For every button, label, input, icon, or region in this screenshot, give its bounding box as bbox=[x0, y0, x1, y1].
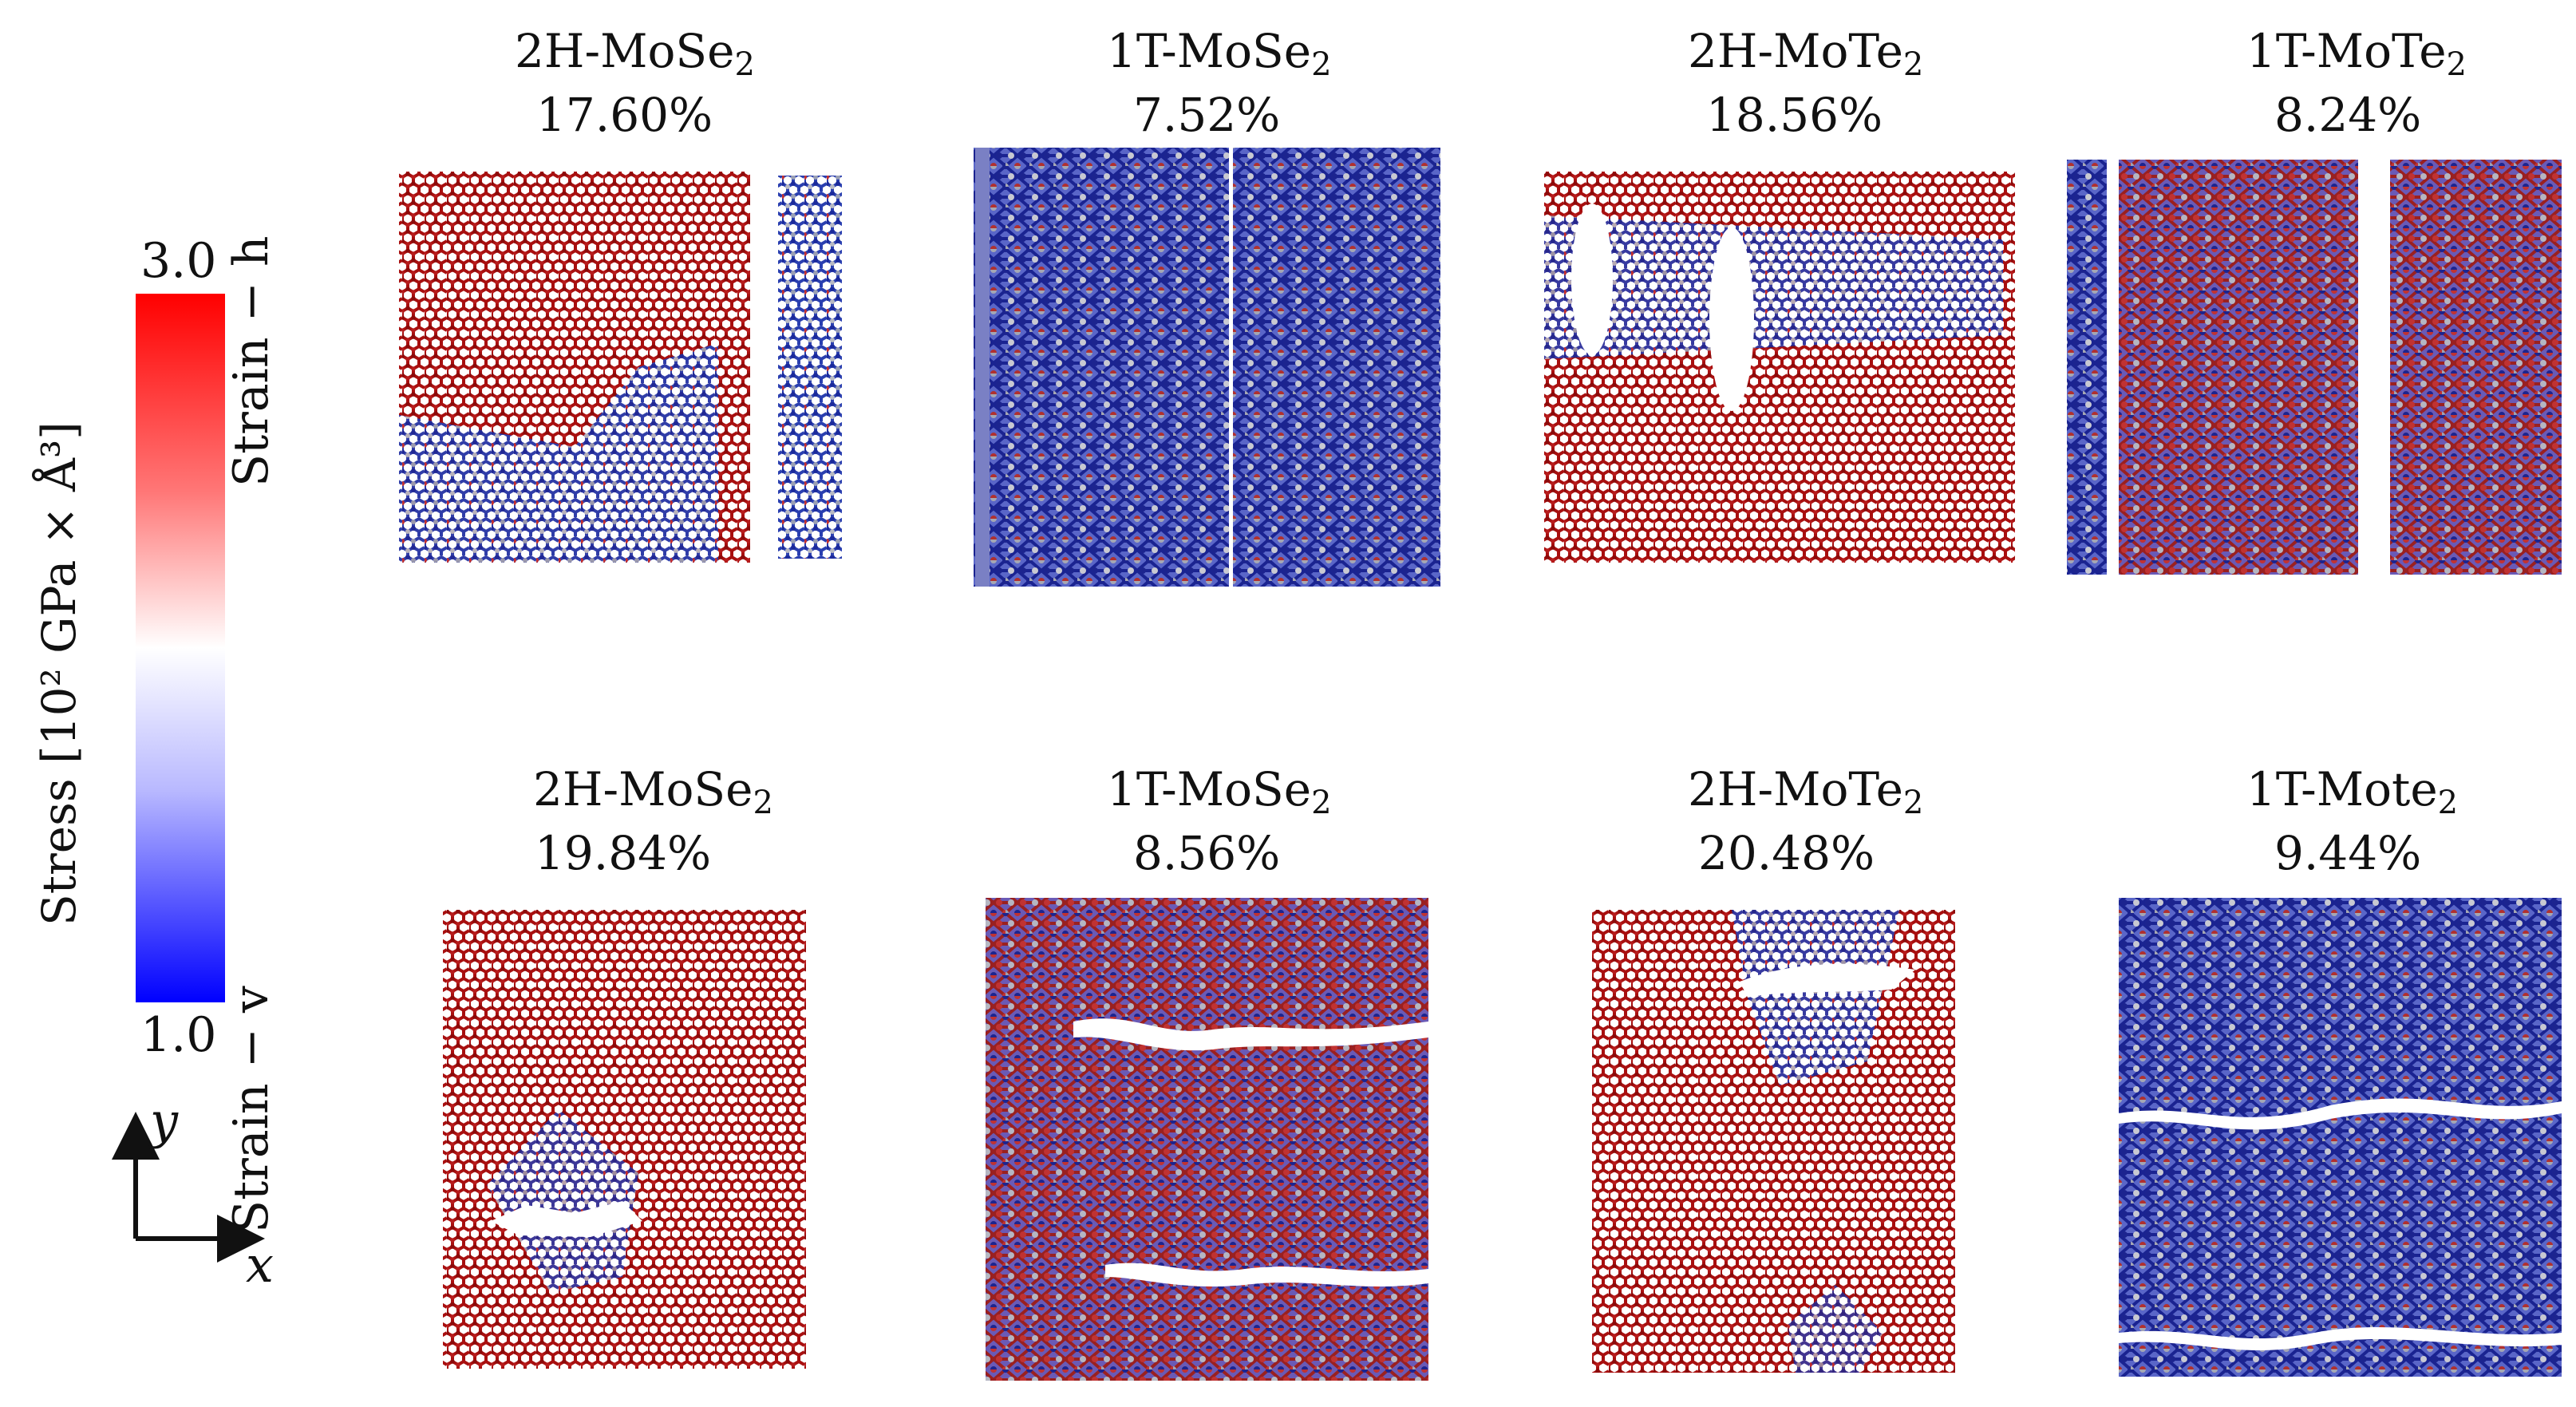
panel-title-r1c3: 2H-MoTe2 bbox=[1688, 24, 1924, 83]
lattice-2h-mote2-v-blue-bottom bbox=[1788, 1285, 1883, 1373]
panel-title-r1c2: 1T-MoSe2 bbox=[1107, 24, 1332, 83]
colorbar-min-label: 1.0 bbox=[140, 1007, 217, 1063]
panel-strain-r2c2: 8.56% bbox=[1133, 826, 1281, 880]
lattice-1t-mote2-h-left-strip bbox=[2067, 160, 2107, 575]
void-2h-mote2-h-1 bbox=[1571, 204, 1613, 355]
crack-1t-mose2-v-2 bbox=[1105, 1263, 1428, 1287]
crack-1t-mote2-v-1 bbox=[2119, 1098, 2562, 1130]
crack-2h-mose2-h bbox=[750, 172, 778, 351]
panel-strain-r1c4: 8.24% bbox=[2274, 88, 2422, 142]
panel-title-r2c3: 2H-MoTe2 bbox=[1688, 762, 1924, 821]
lattice-2h-mote2-h-blue-band bbox=[1544, 215, 2003, 359]
stress-colorbar bbox=[136, 294, 225, 1002]
panel-title-r2c2: 1T-MoSe2 bbox=[1107, 762, 1332, 821]
crack-2h-mote2-v bbox=[1740, 963, 1915, 998]
panel-strain-r1c3: 18.56% bbox=[1706, 88, 1883, 142]
void-2h-mote2-h-2 bbox=[1709, 227, 1754, 411]
lattice-2h-mose2-h-blue-region bbox=[399, 343, 718, 563]
x-axis-label: x bbox=[246, 1235, 274, 1294]
lattice-2h-mote2-v-blue-top bbox=[1732, 910, 1899, 1085]
lattice-1t-mose2-h-edge bbox=[975, 148, 990, 587]
panel-strain-r1c1: 17.60% bbox=[536, 88, 713, 142]
lattice-1t-mote2-h-right bbox=[2390, 160, 2562, 575]
y-axis-label: y bbox=[150, 1092, 179, 1150]
lattice-1t-mose2-h-left bbox=[974, 148, 1229, 587]
lattice-1t-mose2-v bbox=[986, 898, 1428, 1381]
panel-title-r1c1: 2H-MoSe2 bbox=[515, 24, 755, 83]
crack-1t-mote2-v-2 bbox=[2119, 1326, 2562, 1351]
lattice-2h-mose2-v-blue-region bbox=[487, 1109, 638, 1293]
crack-2h-mose2-v bbox=[491, 1201, 642, 1237]
lattice-1t-mote2-v bbox=[2119, 898, 2562, 1377]
crack-1t-mose2-v-1 bbox=[1073, 1018, 1428, 1051]
panel-title-r2c4: 1T-Mote2 bbox=[2246, 762, 2459, 821]
lattice-2h-mose2-v bbox=[443, 910, 806, 1369]
panel-title-r1c4: 1T-MoTe2 bbox=[2246, 24, 2467, 83]
panel-strain-r1c2: 7.52% bbox=[1133, 88, 1281, 142]
lattice-1t-mote2-h-mid bbox=[2119, 160, 2358, 575]
panel-strain-r2c1: 19.84% bbox=[535, 826, 712, 880]
colorbar-max-label: 3.0 bbox=[140, 233, 217, 289]
panel-strain-r2c3: 20.48% bbox=[1698, 826, 1875, 880]
lattice-2h-mose2-h-right-strip bbox=[778, 176, 842, 559]
panel-strain-r2c4: 9.44% bbox=[2274, 826, 2422, 880]
lattice-1t-mose2-h-right bbox=[1233, 148, 1440, 587]
panel-title-r2c1: 2H-MoSe2 bbox=[533, 762, 773, 821]
